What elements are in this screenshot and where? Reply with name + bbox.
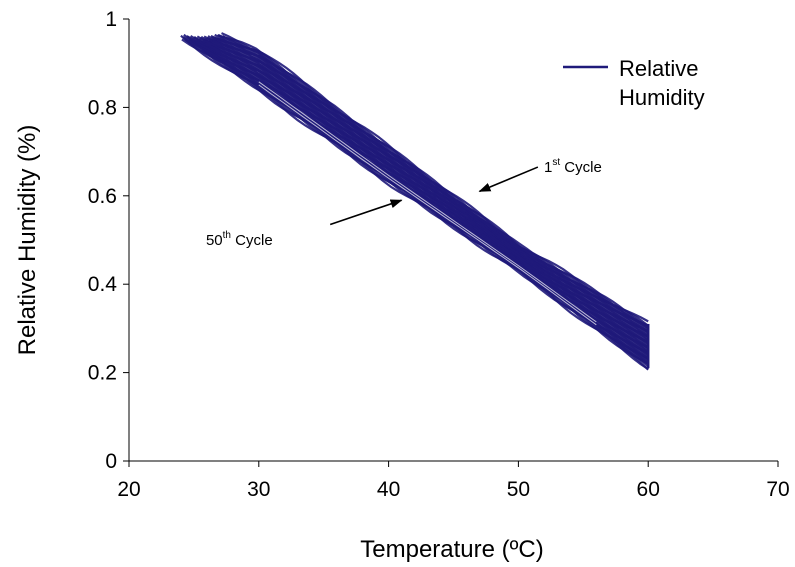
axes: 0 0.2 0.4 0.6 0.8 1 20 30 40 50 60 70 <box>88 8 790 501</box>
annotation-sup: st <box>552 157 560 168</box>
x-tick-label: 50 <box>507 478 530 501</box>
x-tick-label: 60 <box>637 478 660 501</box>
annotation-rest: Cycle <box>231 232 273 249</box>
x-tick-label: 40 <box>377 478 400 501</box>
x-tick-label: 70 <box>766 478 789 501</box>
cycle-band-layer <box>180 32 650 371</box>
curve-gap <box>258 84 597 326</box>
y-tick-label: 0.2 <box>88 362 117 385</box>
legend-label: Relative <box>619 56 698 81</box>
annotation-base: 1 <box>544 159 552 176</box>
legend: Relative Humidity <box>563 56 705 110</box>
y-tick-label: 0.4 <box>88 273 118 296</box>
annotation-rest: Cycle <box>560 159 602 176</box>
annotation-sup: th <box>223 230 231 241</box>
y-tick-label: 1 <box>105 8 117 31</box>
y-tick-label: 0.6 <box>88 185 117 208</box>
y-tick-label: 0 <box>105 450 117 473</box>
cycle-curve <box>221 35 649 323</box>
annotation-arrow <box>329 199 403 226</box>
cycle-curve <box>220 35 649 330</box>
y-tick-label: 0.8 <box>88 96 117 119</box>
curve-gap <box>258 81 597 323</box>
x-tick-label: 20 <box>117 478 140 501</box>
annotation-label: 50th Cycle <box>206 230 273 249</box>
x-axis-title: Temperature (ºC) <box>360 536 543 563</box>
annotation-label: 1st Cycle <box>544 157 602 176</box>
x-tick-label: 30 <box>247 478 270 501</box>
annotation-base: 50 <box>206 232 223 249</box>
annotation-arrow <box>478 166 539 193</box>
y-axis-title: Relative Humidity (%) <box>14 125 41 356</box>
legend-label: Humidity <box>619 85 705 110</box>
